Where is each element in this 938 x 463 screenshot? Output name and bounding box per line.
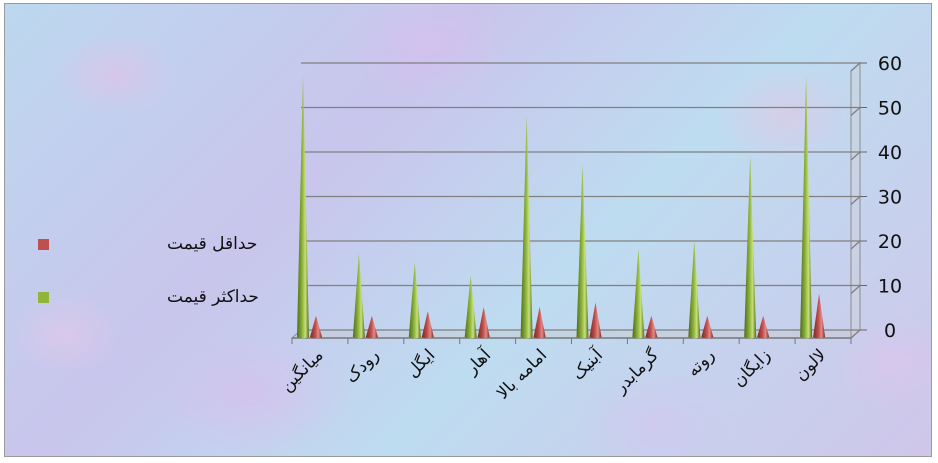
cone-min bbox=[477, 306, 490, 339]
cones bbox=[297, 75, 826, 339]
gridline-depth bbox=[850, 196, 861, 205]
y-tick-label: 10 bbox=[878, 276, 902, 298]
y-tick-label: 60 bbox=[878, 53, 902, 75]
cone-min bbox=[589, 302, 602, 339]
cone-max bbox=[744, 155, 757, 339]
x-category-label: روته bbox=[683, 345, 719, 381]
cone-max bbox=[632, 249, 645, 339]
gridline-depth bbox=[850, 151, 861, 161]
cone-max bbox=[520, 115, 533, 339]
y-axis-labels: 0 10 20 30 40 50 60 bbox=[878, 53, 902, 342]
legend-swatch bbox=[38, 239, 49, 250]
cone-max bbox=[800, 75, 813, 339]
cone-min bbox=[533, 306, 546, 339]
x-category-label: زایگان bbox=[728, 345, 774, 391]
y-tick-label: 40 bbox=[878, 142, 902, 164]
gridline-depth bbox=[850, 107, 861, 116]
chart-frame: 0 10 20 30 40 50 60 میانگین رودک ایگل آهار امامه ب… bbox=[4, 3, 932, 457]
x-category-label: آهار bbox=[460, 343, 496, 379]
gridline-depth bbox=[850, 285, 861, 294]
x-category-label: آبنیک bbox=[567, 343, 608, 384]
cone-max bbox=[352, 253, 365, 339]
cone-min bbox=[757, 315, 770, 339]
chart-walls bbox=[290, 61, 862, 340]
legend-label: حداکثر قیمت bbox=[167, 287, 259, 307]
y-tick-label: 0 bbox=[884, 320, 896, 342]
x-category-label: رودک bbox=[342, 345, 384, 387]
x-category-label: ایگل bbox=[402, 345, 439, 382]
cone-min bbox=[365, 315, 378, 339]
gridline-depth bbox=[850, 62, 861, 72]
cone-min bbox=[701, 315, 714, 339]
cone-min bbox=[813, 293, 826, 339]
legend: حداقل قیمت حداکثر قیمت bbox=[38, 234, 259, 307]
y-tick-label: 30 bbox=[878, 187, 902, 209]
x-category-label: میانگین bbox=[276, 345, 327, 396]
cone-max bbox=[464, 275, 477, 339]
cone-min bbox=[421, 311, 434, 339]
cone-max bbox=[297, 75, 309, 339]
cone-max bbox=[408, 262, 421, 339]
cone-min bbox=[310, 315, 322, 339]
y-tick-label: 50 bbox=[878, 98, 902, 120]
legend-label: حداقل قیمت bbox=[167, 234, 257, 254]
y-tick-label: 20 bbox=[878, 231, 902, 253]
x-category-label: لالون bbox=[791, 345, 831, 385]
gridline-depth bbox=[850, 329, 861, 339]
gridline-depth bbox=[850, 240, 861, 250]
x-category-label: گرمابدر bbox=[609, 344, 663, 398]
x-category-label: امامه بالا bbox=[493, 345, 551, 403]
cone-min bbox=[645, 315, 658, 339]
cone-max bbox=[688, 240, 701, 339]
cone-max bbox=[576, 164, 589, 339]
legend-swatch bbox=[38, 292, 49, 303]
